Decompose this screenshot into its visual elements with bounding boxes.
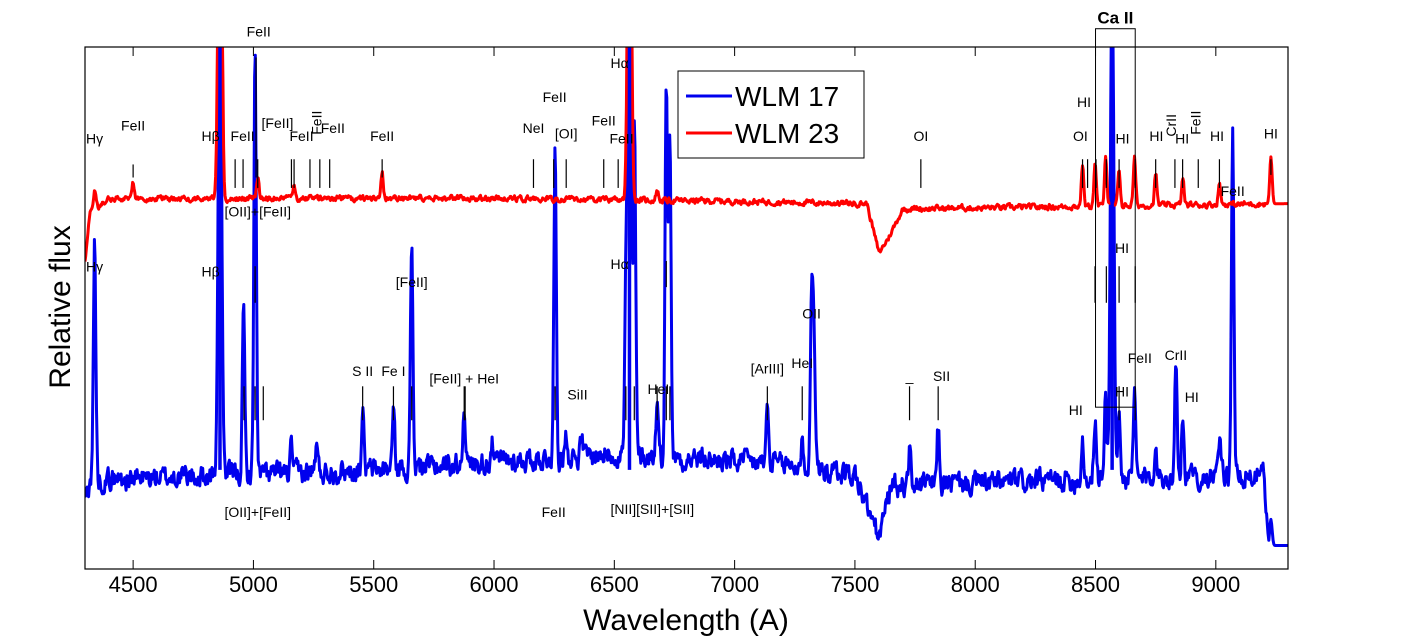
x-tick-label: 9000 (1191, 572, 1240, 597)
wlm17-line-id-label: HeI (791, 355, 813, 371)
wlm17-line-id-label: [NII][SII]+[SII] (611, 501, 695, 517)
wlm23-line-id-label: HI (1077, 94, 1091, 110)
wlm17-line-id-label: FeII (1221, 183, 1245, 199)
x-tick-label: 8000 (951, 572, 1000, 597)
wlm17-line-id-label: HI (1115, 240, 1129, 256)
wlm17-line-id-label: OII (802, 305, 821, 321)
wlm17-line-id-label: HI (1069, 402, 1083, 418)
legend: WLM 17 WLM 23 (677, 70, 865, 159)
ca-ii-box (1095, 28, 1136, 408)
wlm17-line-id-label: [FeII] + HeI (429, 371, 499, 387)
wlm23-line-id-label: Hα (611, 55, 629, 71)
wlm17-line-id-label: [ArIII] (751, 360, 784, 376)
wlm17-line-id-label: [OII]+[FeII] (224, 204, 291, 220)
wlm23-line-id-label: FeII (543, 89, 567, 105)
wlm17-line-id-label: SII (933, 368, 950, 384)
wlm23-line-id-label: FeII (309, 111, 325, 135)
x-tick-label: 5500 (349, 572, 398, 597)
wlm23-line-id-label: Hβ (202, 128, 220, 144)
wlm17-line-id-label: HI (1185, 389, 1199, 405)
wlm17-line-id-label: CrII (1165, 347, 1188, 363)
wlm23-line-id-label: HI (1210, 128, 1224, 144)
wlm23-line-id-label: HI (1175, 131, 1189, 147)
wlm23-line-id-label: CrII (1163, 114, 1179, 137)
y-axis-title: Relative flux (44, 225, 77, 388)
wlm23-line-id-label: NeI (523, 120, 545, 136)
wlm23-line-id-label: OI (913, 128, 928, 144)
wlm23-line-id-label: HI (1264, 125, 1278, 141)
ca-ii-label: Ca II (1097, 9, 1133, 28)
wlm23-line-id-label: FeII (609, 131, 633, 147)
wlm23-line-id-label: [OI] (555, 125, 578, 141)
wlm17-line-id-label: HeI (647, 381, 669, 397)
series-line-wlm-23 (85, 47, 1288, 262)
wlm23-line-id-label: FeII (289, 128, 313, 144)
wlm23-line-id-label: HI (1115, 131, 1129, 147)
x-tick-label: 4500 (109, 572, 158, 597)
x-tick-label: 5000 (229, 572, 278, 597)
wlm17-line-id-label: [OII]+[FeII] (224, 504, 291, 520)
wlm17-line-id-label: Hα (611, 256, 629, 272)
wlm17-line-id-label: SiII (567, 386, 587, 402)
series-layer (85, 47, 1288, 547)
x-tick-label: 8500 (1071, 572, 1120, 597)
x-tick-label: 6500 (590, 572, 639, 597)
wlm17-line-id-label: FeII (542, 504, 566, 520)
wlm17-line-id-label: HI (1115, 384, 1129, 400)
wlm23-line-id-label: [FeII] (262, 115, 294, 131)
wlm17-line-id-label: _ (905, 368, 914, 384)
plot-frame (84, 46, 1289, 570)
wlm23-line-id-label: FeII (321, 120, 345, 136)
wlm23-line-id-label: FeII (1188, 111, 1204, 135)
wlm17-line-id-label: S II (352, 363, 373, 379)
series-line-wlm-17 (85, 47, 1288, 547)
x-axis-title: Wavelength (A) (583, 604, 789, 637)
wlm17-line-id-label: [FeII] (396, 274, 428, 290)
wlm17-line-id-label: Fe I (381, 363, 405, 379)
wlm23-line-id-label: FeII (592, 112, 616, 128)
wlm23-line-id-label: FeII (121, 118, 145, 134)
wlm17-line-id-label: Hγ (86, 258, 103, 274)
wlm23-line-id-label: FeII (370, 128, 394, 144)
legend-label-wlm23: WLM 23 (735, 118, 839, 149)
wlm23-line-id-label: Hγ (86, 131, 103, 147)
wlm17-line-id-label: FeII (1128, 350, 1152, 366)
axes-layer: 4500 5000 5500 6000 6500 7000 7500 8000 8500 9000 (84, 46, 1289, 597)
wlm17-line-id-label: Hβ (202, 264, 220, 280)
x-tick-label: 6000 (470, 572, 519, 597)
x-tick-label: 7500 (830, 572, 879, 597)
wlm23-line-id-label: HI (1149, 128, 1163, 144)
legend-box (677, 70, 865, 159)
wlm23-line-id-label: OI (1073, 128, 1088, 144)
wlm23-line-id-label: FeII (247, 24, 271, 40)
legend-label-wlm17: WLM 17 (735, 81, 839, 112)
wlm23-line-id-label: FeII (231, 128, 255, 144)
x-tick-label: 7000 (710, 572, 759, 597)
